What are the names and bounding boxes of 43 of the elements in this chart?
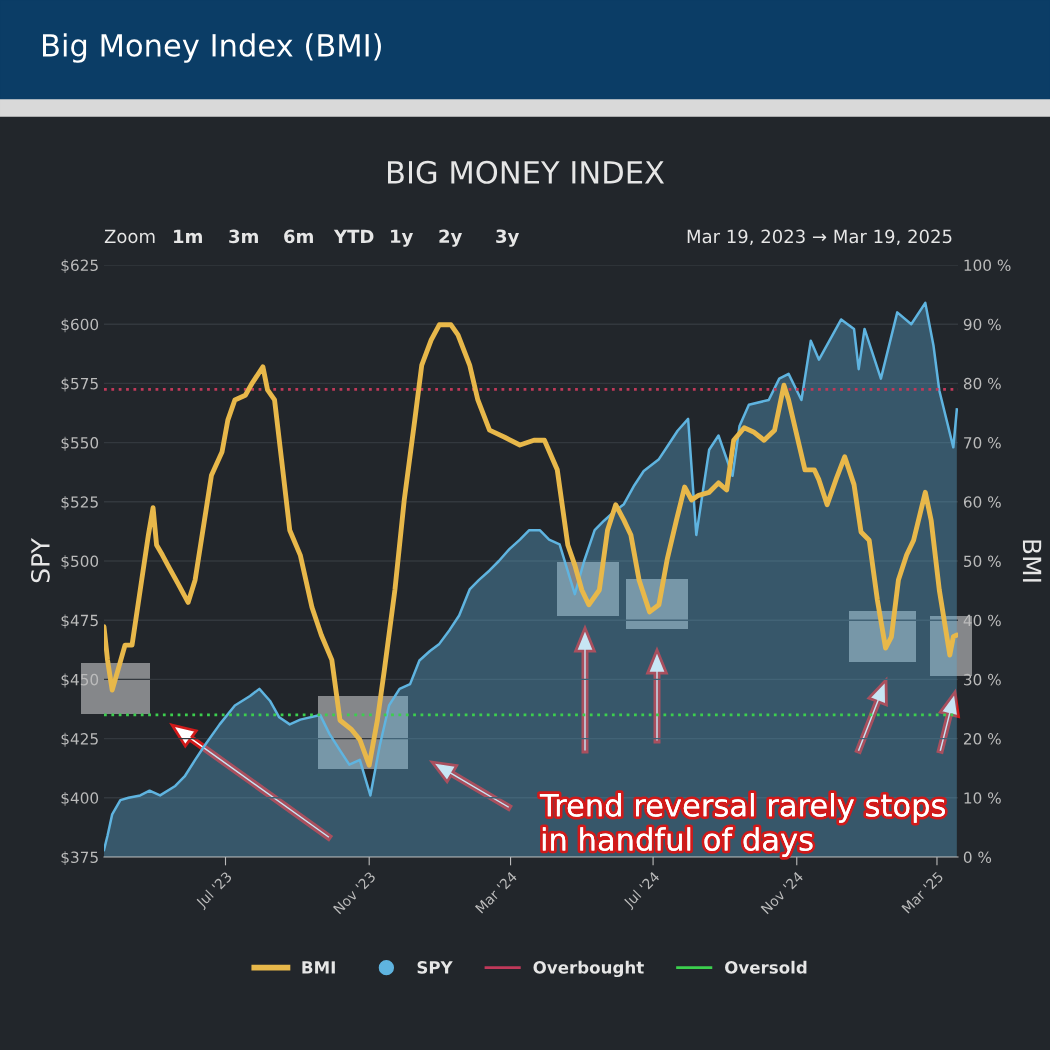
y-tick-label: $425 <box>61 732 98 747</box>
text: 3y <box>496 229 520 247</box>
y2-tick-label: 30 % <box>964 673 1001 686</box>
y2-tick-label: 60 % <box>963 496 1001 508</box>
y2-tick-label: 20 % <box>963 733 1001 745</box>
y2-tick-label: 0 % <box>963 851 992 864</box>
y-tick-label: $525 <box>61 496 98 510</box>
y2-tick-label: 100 % <box>964 259 1011 272</box>
legend-label: SPY <box>417 961 453 974</box>
text: 3m <box>229 229 258 244</box>
y-tick-label: $400 <box>61 792 99 806</box>
y-tick-label: $550 <box>61 436 99 451</box>
y-tick-label: $600 <box>61 318 99 333</box>
x-tick-label: Jul '24 <box>622 870 662 911</box>
x-tick-label: Nov '23 <box>332 871 377 915</box>
x-tick-label: Nov '24 <box>760 870 804 915</box>
line-series <box>104 322 958 768</box>
text: YTD <box>333 229 374 243</box>
y2-tick-label: 70 % <box>964 437 1001 449</box>
legend-label: Oversold <box>725 960 807 974</box>
text: 1y <box>391 229 414 247</box>
text: 2y <box>439 229 463 247</box>
y-tick-label: $575 <box>61 377 98 392</box>
x-tick-label: Jul '23 <box>194 870 235 911</box>
y2-tick-label: 10 % <box>964 792 1001 804</box>
y2-tick-label: 50 % <box>964 555 1001 568</box>
y-tick-label: $475 <box>61 614 98 629</box>
text: 6m <box>284 229 313 244</box>
text: Zoom <box>104 229 155 244</box>
legend-label: BMI <box>302 961 335 974</box>
y-tick-label: $500 <box>61 555 99 570</box>
annotation: Trend reversal rarely stops in handful of days <box>539 793 945 857</box>
y2-tick-label: 80 % <box>963 377 1001 390</box>
text: 1m <box>174 229 202 243</box>
chart-subtitle: BIG MONEY INDEX <box>388 160 665 184</box>
y2-tick-label: 90 % <box>963 318 1001 331</box>
y-axis-title: SPY <box>30 538 50 583</box>
chart-title: Big Money Index (BMI) <box>43 33 381 63</box>
y-tick-label: $375 <box>61 851 98 866</box>
y-tick-label: $625 <box>61 259 98 274</box>
legend-label: Overbought <box>533 960 644 978</box>
y2-axis-title: BMI <box>1022 540 1042 582</box>
text: Mar 19, 2023 → Mar 19, 2025 <box>687 229 952 246</box>
